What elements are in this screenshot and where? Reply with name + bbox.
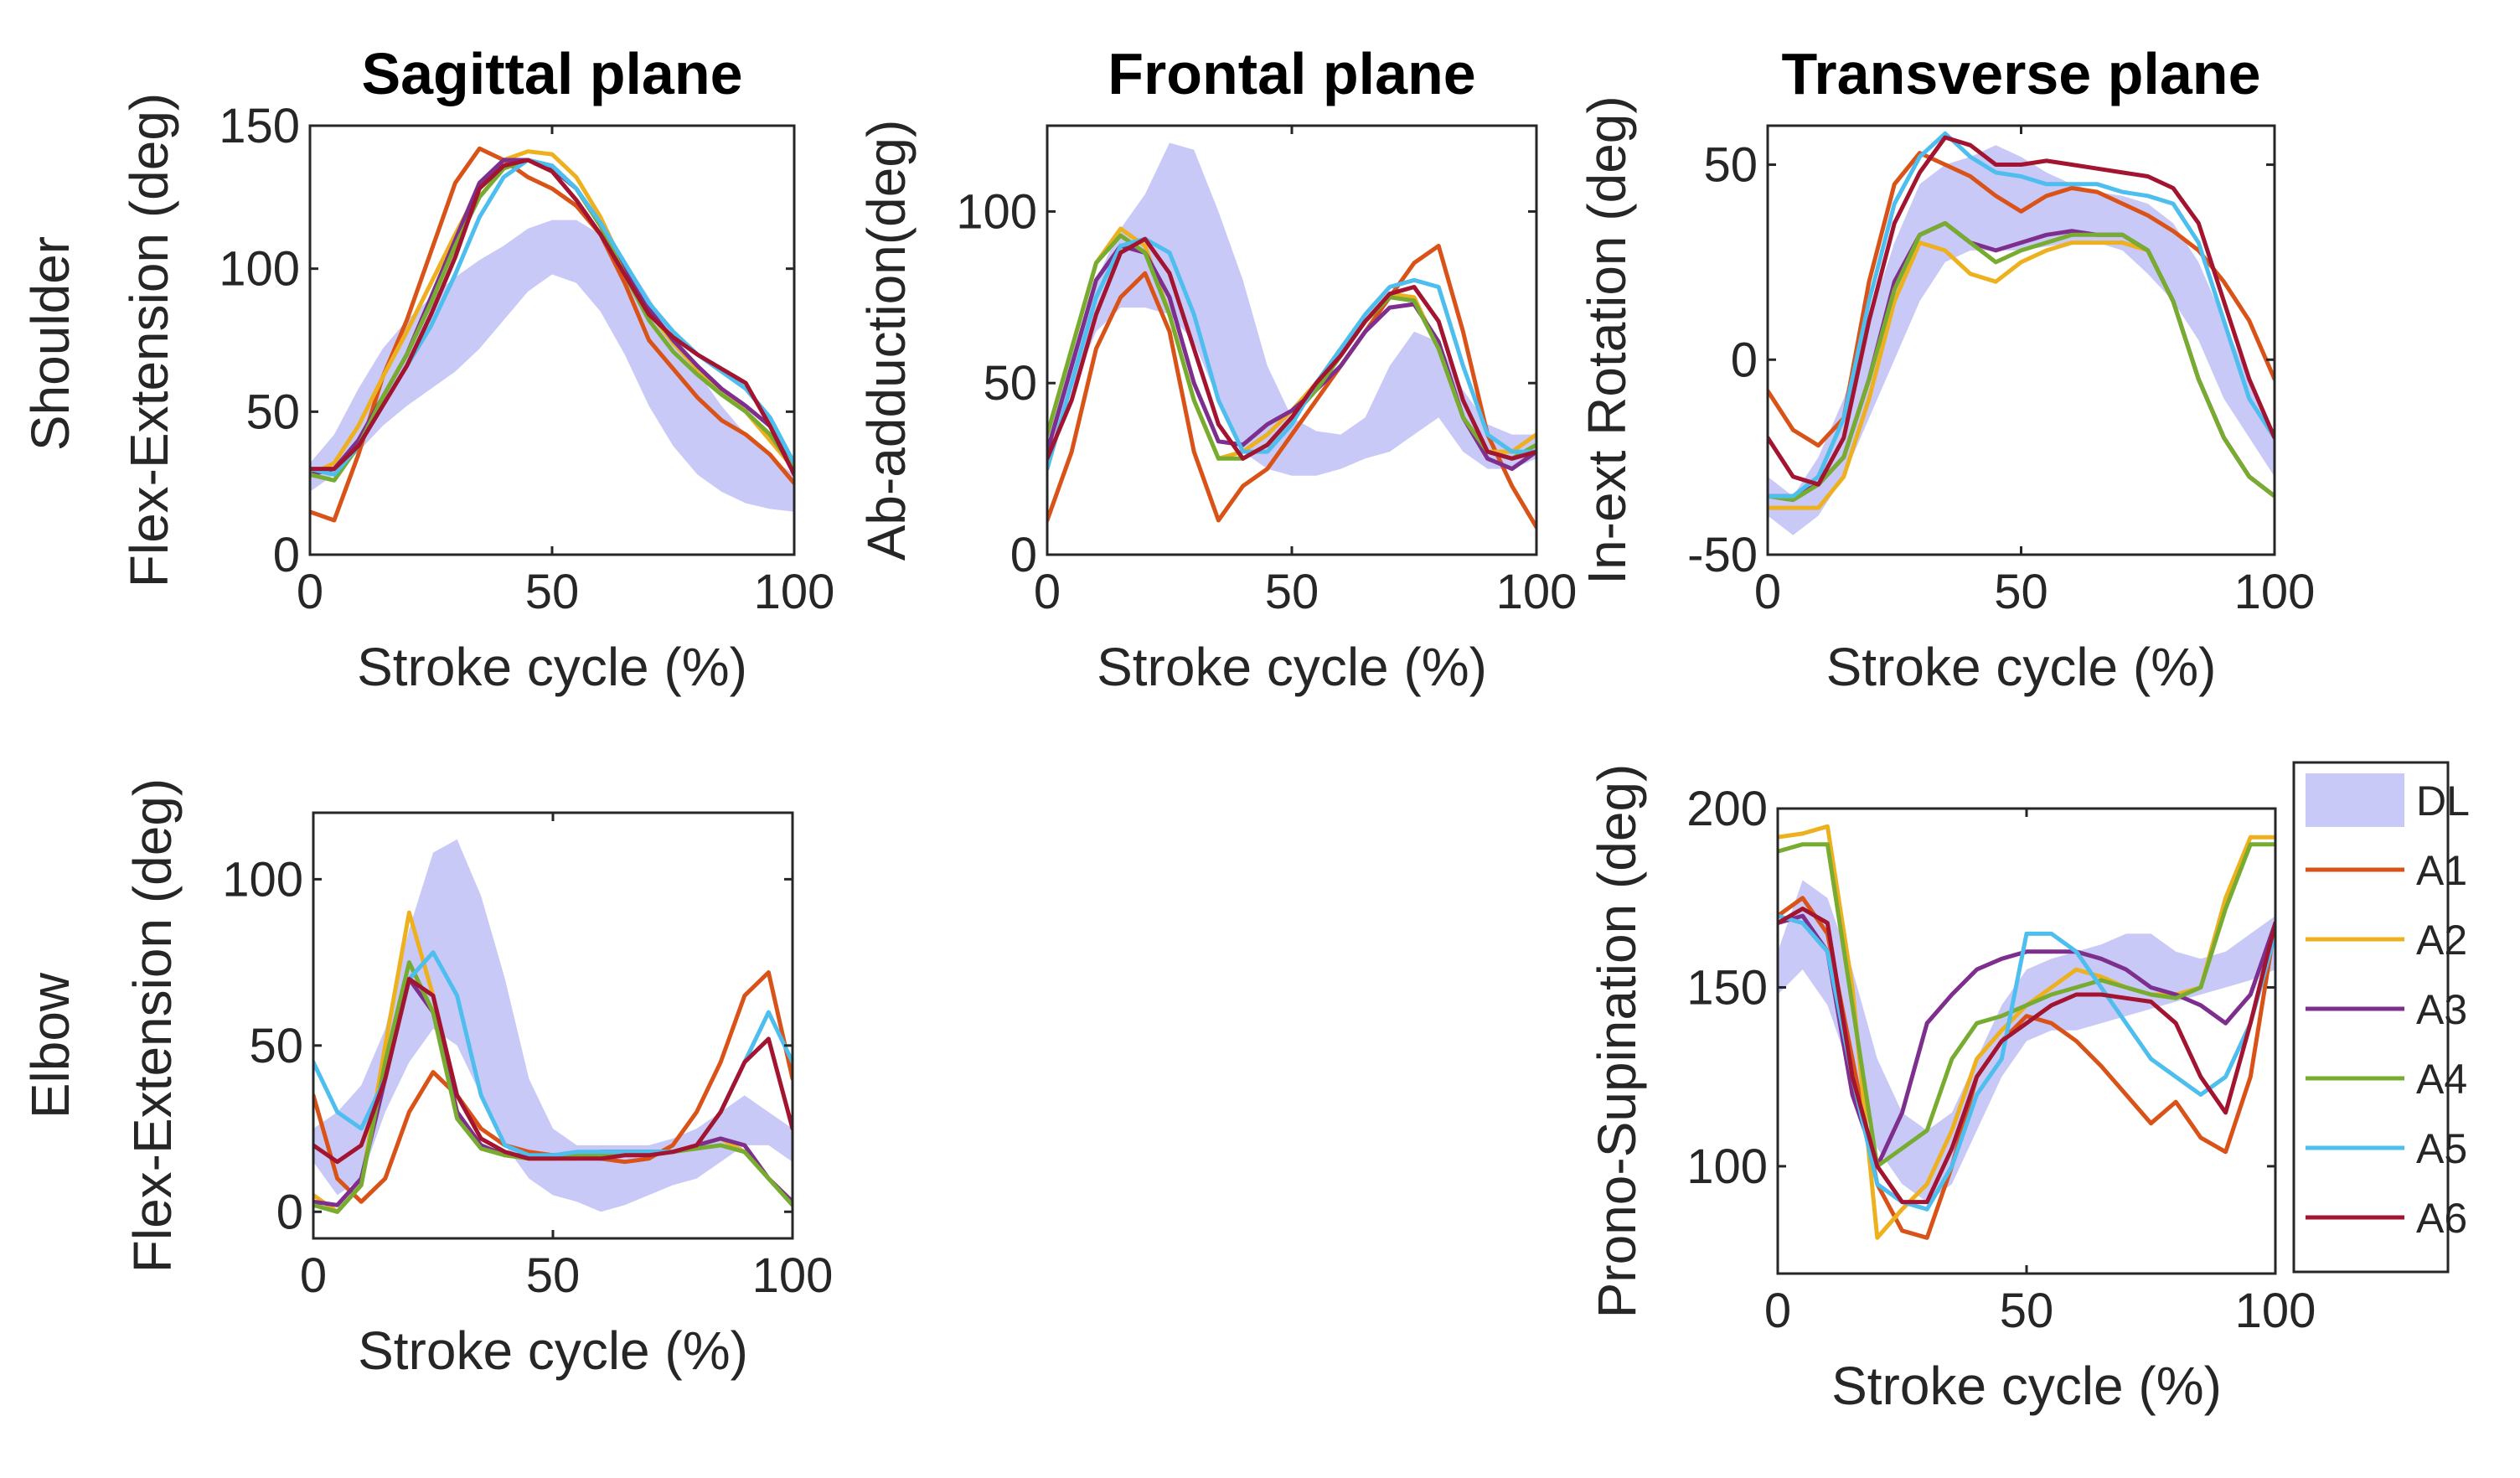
legend-item-dl: DL <box>2306 773 2470 827</box>
x-axis-label: Stroke cycle (%) <box>1826 637 2217 697</box>
legend-swatch-dl <box>2306 773 2404 827</box>
x-tick-label: 100 <box>754 565 835 619</box>
series-line-a6 <box>313 976 793 1165</box>
band-dl <box>1768 145 2275 535</box>
legend-label-a5: A5 <box>2416 1125 2467 1172</box>
band-dl <box>1047 142 1536 476</box>
series-line-a6 <box>1047 236 1536 461</box>
y-tick-label: 50 <box>245 385 300 439</box>
band-dl <box>310 220 794 512</box>
plot-content <box>310 146 794 523</box>
x-tick-label: 0 <box>1764 1284 1791 1338</box>
x-tick-label: 0 <box>1754 565 1781 619</box>
y-axis-label: Flex-Extension (deg) <box>122 778 183 1273</box>
series-line-a6 <box>310 158 794 477</box>
plot-content <box>313 839 793 1214</box>
legend: DL A1 A2 A3 A4 A5 A6 <box>2292 761 2470 1274</box>
band-dl <box>1778 880 2275 1202</box>
x-tick-label: 50 <box>526 1248 581 1303</box>
panel-shoulder-frontal: 0 50 100 0 50 100 Frontal plane Stroke cycle (%… <box>856 41 1577 697</box>
x-axis-label: Stroke cycle (%) <box>358 1320 748 1381</box>
x-tick-label: 100 <box>752 1248 834 1303</box>
y-axis-label: In-ext Rotation (deg) <box>1577 96 1637 584</box>
legend-item-a1: A1 <box>2306 847 2467 894</box>
series-line-a6 <box>1768 135 2275 487</box>
y-tick-label: 200 <box>1686 782 1768 836</box>
y-tick-label: 0 <box>1010 528 1037 582</box>
chart-title: Frontal plane <box>1108 41 1475 106</box>
x-tick-label: 50 <box>525 565 580 619</box>
legend-label-a3: A3 <box>2416 986 2467 1033</box>
x-tick-label: 50 <box>1994 565 2048 619</box>
y-axis-label: Prono-Supination (deg) <box>1587 764 1647 1319</box>
legend-item-a6: A6 <box>2306 1195 2467 1242</box>
y-tick-label: 100 <box>1686 1140 1768 1194</box>
y-tick-label: 50 <box>983 356 1037 411</box>
legend-label-a2: A2 <box>2416 917 2467 964</box>
series-line-a5 <box>1047 236 1536 472</box>
row-label-elbow: Elbow <box>20 972 80 1119</box>
plot-content <box>1778 824 2275 1240</box>
x-tick-label: 50 <box>1265 565 1319 619</box>
legend-item-a5: A5 <box>2306 1125 2467 1172</box>
x-tick-label: 0 <box>300 1248 327 1303</box>
legend-box <box>2292 761 2450 1274</box>
y-tick-label: 100 <box>956 184 1037 239</box>
series-line-a6 <box>1778 907 2275 1205</box>
x-tick-label: 100 <box>1496 565 1578 619</box>
y-tick-label: 50 <box>249 1019 303 1073</box>
x-axis-label: Stroke cycle (%) <box>1097 637 1487 697</box>
legend-item-a3: A3 <box>2306 986 2467 1033</box>
legend-label-a1: A1 <box>2416 847 2467 894</box>
y-tick-label: 0 <box>276 1185 303 1239</box>
chart-title: Transverse plane <box>1782 41 2261 106</box>
series-line-a1 <box>1047 243 1536 530</box>
y-tick-label: 150 <box>1686 960 1768 1015</box>
panel-shoulder-sagittal: 0 50 100 0 50 100 150 Sagittal plane Stroke cycl… <box>119 41 834 697</box>
series-line-a5 <box>1768 131 2275 499</box>
x-tick-label: 100 <box>2234 565 2316 619</box>
x-tick-label: 0 <box>1034 565 1061 619</box>
chart-title: Sagittal plane <box>361 41 742 106</box>
y-tick-label: 0 <box>1731 333 1758 387</box>
y-axis-label: Ab-adduction(deg) <box>856 120 917 561</box>
legend-label-a6: A6 <box>2416 1195 2467 1242</box>
series-line-a4 <box>1778 842 2275 1169</box>
y-tick-label: 50 <box>1703 138 1758 193</box>
panel-elbow-transverse: 0 50 100 100 150 200 Stroke cycle (%) Prono-Sup… <box>1587 764 2316 1416</box>
y-tick-label: 100 <box>219 242 300 297</box>
legend-item-a2: A2 <box>2306 917 2467 964</box>
series-line-a4 <box>1768 220 2275 503</box>
x-tick-label: 50 <box>2000 1284 2054 1338</box>
row-label-shoulder: Shoulder <box>20 236 80 451</box>
x-tick-label: 0 <box>297 565 323 619</box>
y-tick-label: 150 <box>219 99 300 153</box>
x-tick-label: 100 <box>2235 1284 2316 1338</box>
plot-content <box>1047 142 1536 530</box>
y-tick-label: 100 <box>222 852 303 907</box>
x-axis-label: Stroke cycle (%) <box>357 637 747 697</box>
plot-content <box>1768 131 2275 535</box>
y-tick-label: -50 <box>1687 528 1758 582</box>
band-dl <box>313 839 793 1212</box>
legend-item-a4: A4 <box>2306 1056 2467 1103</box>
y-axis-label: Flex-Extension (deg) <box>119 93 179 587</box>
legend-label-a4: A4 <box>2416 1056 2467 1103</box>
x-axis-label: Stroke cycle (%) <box>1831 1356 2222 1416</box>
legend-label-dl: DL <box>2416 778 2470 824</box>
y-tick-label: 0 <box>273 528 300 582</box>
